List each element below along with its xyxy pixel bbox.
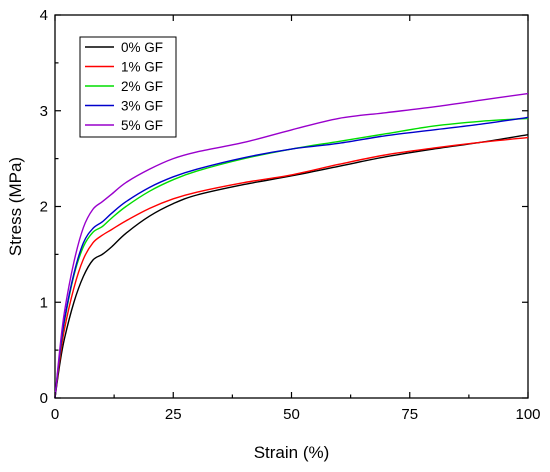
- x-axis-title: Strain (%): [254, 443, 330, 462]
- series-line-0: [54, 133, 529, 399]
- series-line-2: [54, 117, 529, 399]
- legend: 0% GF 1% GF 2% GF 3% GF 5% GF: [79, 36, 177, 138]
- x-tick-label: 50: [283, 406, 300, 423]
- legend-label-4: 5% GF: [121, 118, 163, 133]
- legend-box: [79, 36, 177, 138]
- x-tick-label: 100: [515, 406, 540, 423]
- y-axis-title: Stress (MPa): [6, 157, 25, 256]
- series-line-4: [54, 92, 529, 399]
- x-tick-label: 75: [401, 406, 418, 423]
- axis-ticks: [54, 14, 529, 399]
- y-tick-label: 3: [40, 103, 48, 120]
- y-tick-label: 1: [40, 294, 48, 311]
- legend-label-3: 3% GF: [121, 99, 163, 114]
- legend-label-1: 1% GF: [121, 60, 163, 75]
- legend-label-0: 0% GF: [121, 40, 163, 55]
- series-line-1: [54, 136, 529, 399]
- y-tick-label: 2: [40, 199, 48, 216]
- x-tick-label: 0: [51, 406, 59, 423]
- series-line-3: [54, 116, 529, 399]
- y-tick-label: 4: [40, 7, 48, 24]
- tick-labels: 0 25 50 75 100 0 1 2 3 4: [40, 7, 541, 423]
- y-tick-label: 0: [40, 390, 48, 407]
- legend-label-2: 2% GF: [121, 79, 163, 94]
- series-curves: [54, 92, 529, 399]
- x-tick-label: 25: [165, 406, 182, 423]
